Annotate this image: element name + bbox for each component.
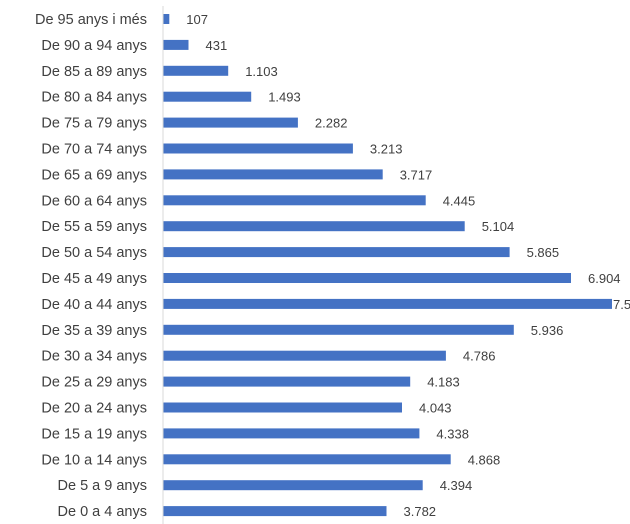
value-label: 107 [186, 12, 208, 27]
value-label: 4.786 [463, 349, 496, 364]
bar [163, 65, 229, 76]
category-label: De 45 a 49 anys [41, 271, 147, 287]
value-label: 5.936 [531, 323, 564, 338]
bar [163, 39, 189, 50]
value-label: 4.868 [468, 452, 501, 467]
bar [163, 298, 612, 309]
bar [163, 195, 426, 206]
bar [163, 376, 411, 387]
category-label: De 55 a 59 anys [41, 219, 147, 235]
bar [163, 402, 402, 413]
category-label: De 60 a 64 anys [41, 193, 147, 209]
category-label: De 10 a 14 anys [41, 452, 147, 468]
bar [163, 273, 571, 283]
value-label: 5.104 [482, 219, 515, 234]
category-label: De 50 a 54 anys [41, 245, 147, 261]
value-label: 6.904 [588, 271, 621, 286]
bar [163, 221, 465, 232]
category-label: De 75 a 79 anys [41, 116, 147, 132]
category-label: De 15 a 19 anys [41, 426, 147, 442]
value-label: 3.782 [404, 504, 437, 519]
category-label: De 0 a 4 anys [58, 504, 147, 520]
value-label: 1.103 [245, 64, 278, 79]
bar [163, 480, 423, 491]
bar [163, 506, 387, 517]
bar [163, 247, 510, 258]
value-label: 431 [206, 38, 228, 53]
value-label: 4.338 [436, 426, 469, 441]
category-label: De 95 anys i més [35, 12, 147, 28]
bar [163, 428, 420, 439]
value-label: 7.597 [613, 297, 630, 312]
category-label: De 20 a 24 anys [41, 401, 147, 417]
category-label: De 40 a 44 anys [41, 297, 147, 313]
bars-group [163, 14, 612, 517]
bar [163, 350, 446, 361]
value-label: 4.043 [419, 401, 452, 416]
bar [163, 14, 170, 24]
category-label: De 90 a 94 anys [41, 38, 147, 54]
bar [163, 454, 451, 465]
value-label: 4.394 [440, 478, 473, 493]
category-label: De 35 a 39 anys [41, 323, 147, 339]
value-label: 4.183 [427, 375, 460, 390]
category-label: De 80 a 84 anys [41, 90, 147, 106]
value-label: 3.213 [370, 142, 403, 157]
bar [163, 169, 383, 180]
category-label: De 85 a 89 anys [41, 64, 147, 80]
value-label: 1.493 [268, 90, 301, 105]
value-label: 3.717 [400, 167, 433, 182]
value-label: 4.445 [443, 193, 476, 208]
category-label: De 5 a 9 anys [58, 478, 147, 494]
category-labels-group: De 95 anys i més De 90 a 94 anys De 85 a 8… [35, 12, 147, 520]
bar [163, 117, 298, 128]
bar [163, 143, 353, 154]
category-label: De 70 a 74 anys [41, 142, 147, 158]
category-label: De 65 a 69 anys [41, 167, 147, 183]
bar [163, 91, 252, 102]
category-label: De 30 a 34 anys [41, 349, 147, 365]
value-label: 2.282 [315, 116, 348, 131]
category-label: De 25 a 29 anys [41, 375, 147, 391]
value-labels-group: 107 431 1.103 1.493 2.282 3.213 3.717 4.445 5.10… [186, 12, 630, 519]
value-label: 5.865 [527, 245, 560, 260]
bar [163, 324, 514, 335]
